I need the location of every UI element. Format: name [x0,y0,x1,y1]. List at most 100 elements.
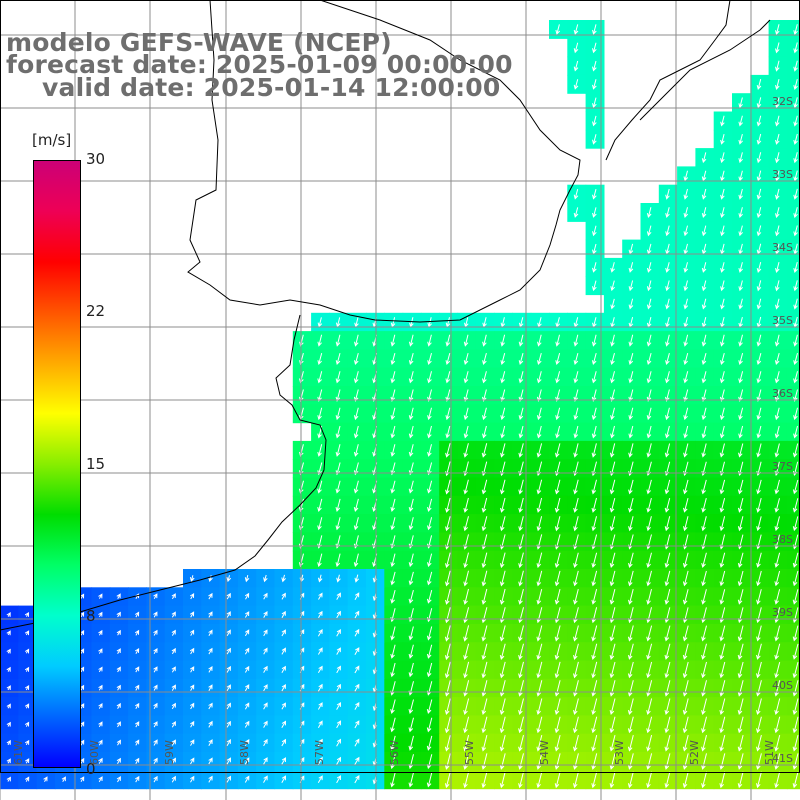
wind-arrow [190,684,195,691]
wind-arrow [792,680,799,697]
wind-arrow [390,425,396,439]
wind-arrow [646,680,653,697]
wind-arrow [628,298,634,310]
wind-arrow [628,516,634,532]
wind-arrow [445,479,451,495]
wind-arrow [554,479,561,495]
wind-arrow [627,680,634,697]
wind-arrow [336,647,341,655]
wind-arrow [317,553,323,568]
wind-arrow [701,552,707,569]
wind-arrow [738,188,743,200]
wind-arrow [592,60,597,72]
wind-arrow [701,225,707,237]
wind-arrow [353,389,359,402]
wind-arrow [682,661,689,679]
wind-arrow [683,225,689,237]
wind-arrow [317,702,323,710]
wind-arrow [737,698,744,716]
wind-arrow [609,680,616,697]
wind-arrow [135,702,140,709]
wind-arrow [738,97,743,109]
wind-arrow [628,389,634,402]
longitude-label: 55W [463,740,476,765]
wind-arrow [555,371,561,384]
wind-arrow [189,611,195,618]
wind-arrow [756,225,762,237]
wind-arrow [682,589,689,605]
wind-arrow [554,625,561,642]
wind-arrow [171,629,176,636]
wind-arrow [354,665,360,674]
wind-arrow [335,389,341,402]
wind-arrow [463,516,469,532]
latitude-label: 35S [772,314,793,327]
wind-arrow [390,571,396,586]
wind-arrow [153,666,158,673]
wind-arrow [701,152,707,164]
wind-arrow [683,389,689,402]
wind-arrow [793,352,798,366]
wind-arrow [591,516,597,532]
wind-arrow [591,698,598,716]
wind-arrow [591,680,598,697]
wind-arrow [775,133,780,145]
wind-arrow [463,661,470,679]
wind-arrow [573,389,579,402]
wind-arrow [244,684,250,692]
wind-arrow [664,643,671,660]
wind-arrow [244,574,250,583]
wind-arrow [536,516,543,532]
wind-arrow [719,407,725,421]
wind-arrow [573,352,579,366]
wind-arrow [738,152,743,164]
wind-arrow [756,280,762,292]
wind-arrow [335,517,341,531]
wind-arrow [263,665,268,673]
wind-arrow [775,280,780,292]
wind-arrow [518,425,524,439]
wind-arrow [720,207,725,219]
wind-arrow [408,699,414,715]
wind-arrow [792,479,799,495]
wind-arrow [335,553,341,568]
wind-arrow [554,570,561,587]
wind-arrow [628,352,634,366]
wind-arrow [591,643,598,661]
wind-arrow [701,262,707,273]
wind-arrow [683,425,689,439]
wind-arrow [481,497,488,513]
wind-arrow [738,352,744,366]
wind-arrow [390,699,396,715]
wind-arrow [518,643,524,661]
wind-arrow [353,371,359,384]
wind-arrow [554,698,561,716]
wind-arrow [573,552,579,569]
wind-arrow [555,389,561,402]
wind-arrow [116,684,121,691]
wind-arrow [793,115,798,127]
wind-arrow [664,661,671,679]
wind-arrow [80,721,85,728]
wind-arrow [555,407,561,421]
wind-arrow [481,698,488,716]
wind-arrow [208,611,213,618]
wind-arrow [756,115,762,127]
wind-arrow [609,479,616,495]
wind-arrow [573,516,579,532]
wind-arrow [408,407,414,421]
wind-arrow [683,371,689,384]
wind-arrow [646,607,652,624]
wind-arrow [738,443,744,458]
latitude-label: 34S [772,241,793,254]
wind-arrow [24,703,30,709]
wind-arrow [792,443,799,458]
wind-arrow [756,407,762,421]
wind-arrow [499,588,506,605]
wind-arrow [592,280,597,292]
wind-arrow [719,589,726,605]
wind-arrow [628,479,634,495]
wind-arrow [738,407,744,421]
wind-arrow [646,262,652,273]
wind-arrow [554,680,561,697]
